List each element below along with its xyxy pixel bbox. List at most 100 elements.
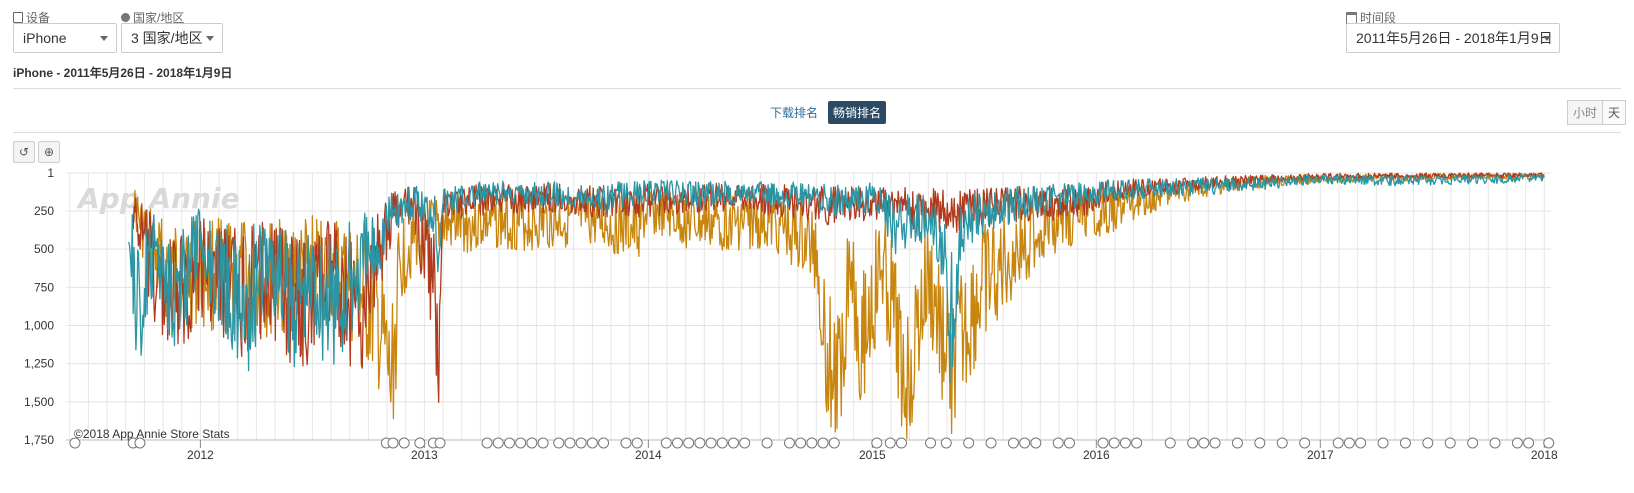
event-marker [1523, 437, 1535, 449]
event-marker [1422, 437, 1434, 449]
granularity-toggle: 小时 天 [1566, 100, 1626, 125]
event-marker [586, 437, 598, 449]
device-label: 设备 [13, 9, 50, 26]
event-marker [660, 437, 672, 449]
event-marker [1377, 437, 1389, 449]
period-select-value: 2011年5月26日 - 2018年1月9日 [1356, 30, 1553, 46]
globe-icon [121, 13, 130, 22]
event-markers [69, 437, 1555, 449]
chart-subtitle: iPhone - 2011年5月26日 - 2018年1月9日 [13, 66, 233, 80]
reset-zoom-button[interactable]: ↺ [13, 141, 35, 163]
event-marker [1030, 437, 1042, 449]
event-marker [1108, 437, 1120, 449]
event-marker [553, 437, 565, 449]
event-marker [575, 437, 587, 449]
event-marker [739, 437, 751, 449]
event-marker [1467, 437, 1479, 449]
event-marker [1063, 437, 1075, 449]
event-marker [1299, 437, 1311, 449]
event-marker [727, 437, 739, 449]
y-tick-label: 1,750 [24, 433, 54, 447]
event-marker [631, 437, 643, 449]
device-select-value: iPhone [23, 30, 67, 46]
divider-bottom [13, 132, 1621, 133]
y-axis: 1 250 500 750 1,000 1,250 1,500 1,750 [24, 166, 54, 447]
event-marker [963, 437, 975, 449]
event-marker [537, 437, 549, 449]
event-marker [134, 437, 146, 449]
y-tick-label: 500 [34, 242, 54, 256]
event-marker [1489, 437, 1501, 449]
rank-chart: App Annie 1 250 500 750 1,000 1,250 1,500 1,750… [24, 166, 1558, 462]
event-marker [884, 437, 896, 449]
event-marker [1231, 437, 1243, 449]
country-select[interactable]: 3 国家/地区 [121, 23, 223, 53]
y-tick-label: 750 [34, 280, 54, 294]
zoom-icon: ⊕ [43, 145, 55, 159]
event-marker [817, 437, 829, 449]
event-marker [694, 437, 706, 449]
event-marker [1543, 437, 1555, 449]
chevron-down-icon [206, 36, 214, 41]
event-marker [503, 437, 515, 449]
tab-download-rank[interactable]: 下载排名 [770, 106, 819, 120]
event-marker [1007, 437, 1019, 449]
event-marker [761, 437, 773, 449]
y-tick-label: 1 [47, 166, 54, 180]
country-select-value: 3 国家/地区 [131, 30, 203, 46]
granularity-hour-button[interactable]: 小时 [1566, 100, 1603, 125]
event-marker [783, 437, 795, 449]
chart-credit: ©2018 App Annie Store Stats [74, 427, 230, 441]
y-tick-label: 1,000 [24, 319, 54, 333]
x-axis: 2012 2013 2014 2015 2016 2017 2018 [66, 439, 1558, 462]
period-select[interactable]: 2011年5月26日 - 2018年1月9日 [1346, 23, 1560, 53]
x-tick-label: 2018 [1531, 448, 1558, 462]
event-marker [1332, 437, 1344, 449]
calendar-icon [1346, 11, 1357, 24]
event-marker [795, 437, 807, 449]
event-marker [398, 437, 410, 449]
event-marker [564, 437, 576, 449]
country-label: 国家/地区 [121, 9, 184, 26]
event-marker [1355, 437, 1367, 449]
y-tick-label: 1,500 [24, 395, 54, 409]
event-marker [716, 437, 728, 449]
event-marker [1444, 437, 1456, 449]
event-marker [515, 437, 527, 449]
event-marker [828, 437, 840, 449]
country-label-text: 国家/地区 [133, 11, 185, 25]
event-marker [620, 437, 632, 449]
event-marker [387, 437, 399, 449]
x-tick-label: 2015 [859, 448, 886, 462]
period-label-text: 时间段 [1360, 11, 1397, 25]
event-marker [705, 437, 717, 449]
event-marker [434, 437, 446, 449]
rank-tabs: 下载排名 畅销排名 [765, 101, 887, 124]
event-marker [871, 437, 883, 449]
event-marker [683, 437, 695, 449]
event-marker [895, 437, 907, 449]
x-tick-label: 2017 [1307, 448, 1334, 462]
event-marker [1097, 437, 1109, 449]
event-marker [671, 437, 683, 449]
event-marker [481, 437, 493, 449]
event-marker [1164, 437, 1176, 449]
event-marker [69, 437, 81, 449]
event-marker [806, 437, 818, 449]
event-marker [1052, 437, 1064, 449]
event-marker [940, 437, 952, 449]
chart-watermark: App Annie [76, 182, 240, 215]
event-marker [492, 437, 504, 449]
event-marker [1131, 437, 1143, 449]
x-tick-label: 2013 [411, 448, 438, 462]
tab-grossing-rank[interactable]: 畅销排名 [828, 101, 887, 124]
chevron-down-icon [1543, 36, 1551, 41]
granularity-day-button[interactable]: 天 [1602, 100, 1626, 125]
device-label-text: 设备 [26, 11, 51, 25]
device-select[interactable]: iPhone [13, 23, 117, 53]
event-marker [598, 437, 610, 449]
chart-series [128, 172, 1545, 440]
zoom-button[interactable]: ⊕ [38, 141, 60, 163]
event-marker [526, 437, 538, 449]
event-marker [1209, 437, 1221, 449]
